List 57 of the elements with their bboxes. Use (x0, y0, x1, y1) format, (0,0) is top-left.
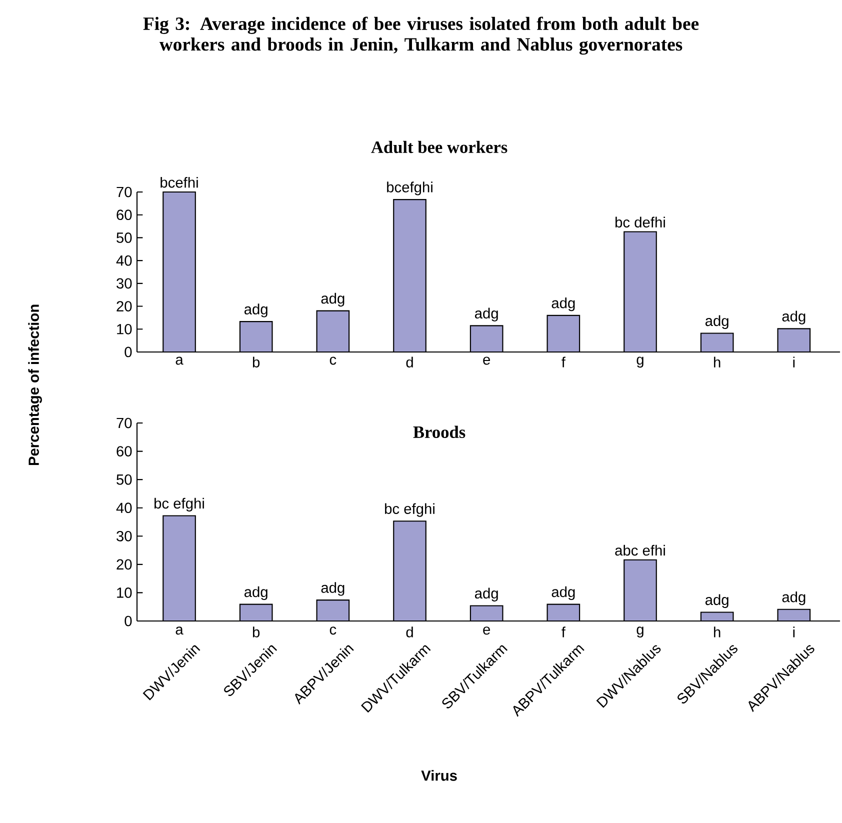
data-label: adg (321, 292, 344, 307)
x-tick-label: d (406, 356, 413, 368)
data-label: adg (244, 586, 268, 600)
data-label: bc defhi (616, 216, 665, 228)
y-axis-title: Percentage of infection (28, 304, 42, 466)
y-tick-label: 10 (117, 324, 132, 334)
y-tick-label: 40 (116, 502, 132, 514)
data-label: adg (705, 594, 728, 608)
text: b (252, 626, 260, 638)
text: a (176, 626, 184, 635)
data-label: adg (244, 304, 268, 318)
x-tick-label: a (176, 356, 184, 365)
data-label: adg (474, 588, 498, 602)
y-tick-label: 20 (116, 559, 132, 570)
y-tick-label: 20 (116, 301, 132, 312)
data-label: bcefhi (160, 176, 198, 188)
x-tick-label: b (252, 356, 260, 368)
y-tick-label: 0 (124, 346, 132, 358)
data-label: adg (705, 315, 728, 329)
text: g (636, 626, 644, 638)
text: f (562, 626, 566, 638)
chart-title: Fig 3: Average incidence of bee viruses isolated from both adult bee workers and broods in Jenin, Tulkarm and Nablus governorates (143, 16, 699, 55)
x-tick-label: c (330, 356, 336, 365)
data-label: bcefghi (387, 182, 432, 196)
y-tick-label: 60 (116, 446, 132, 456)
data-label: adg (552, 297, 575, 312)
text: h (714, 626, 720, 638)
y-tick-label: 50 (116, 474, 132, 485)
data-label: adg (321, 582, 344, 596)
y-tick-label: 30 (116, 278, 132, 289)
data-label: adg (474, 308, 498, 322)
data-label: bc efghi (154, 498, 204, 512)
data-label: adg (782, 310, 806, 324)
x-tick-label: i (793, 356, 795, 368)
data-label: adg (552, 586, 575, 600)
x-tick-label: g (636, 356, 644, 368)
y-tick-label: 60 (116, 210, 132, 220)
x-axis-title: Virus (421, 770, 457, 781)
data-label: abc efhi (615, 544, 665, 556)
text: i (793, 626, 795, 638)
y-tick-label: 50 (116, 232, 132, 243)
x-tick-label: e (483, 356, 490, 365)
data-label: bc efghi (385, 503, 434, 517)
text: c (330, 626, 336, 635)
x-tick-label: f (562, 356, 566, 368)
y-tick-label: 40 (116, 255, 132, 266)
text: d (406, 626, 413, 638)
data-label: adg (782, 591, 806, 606)
y-tick-label: 70 (116, 186, 132, 198)
y-tick-label: 70 (116, 418, 132, 428)
x-tick-label: h (714, 356, 720, 368)
chart-title: Broods (413, 426, 466, 438)
y-tick-label: 30 (116, 530, 132, 542)
y-tick-label: 0 (124, 616, 132, 626)
text: e (483, 626, 490, 635)
y-tick-label: 10 (117, 588, 132, 598)
chart-subtitle: Adult bee workers (371, 140, 508, 154)
